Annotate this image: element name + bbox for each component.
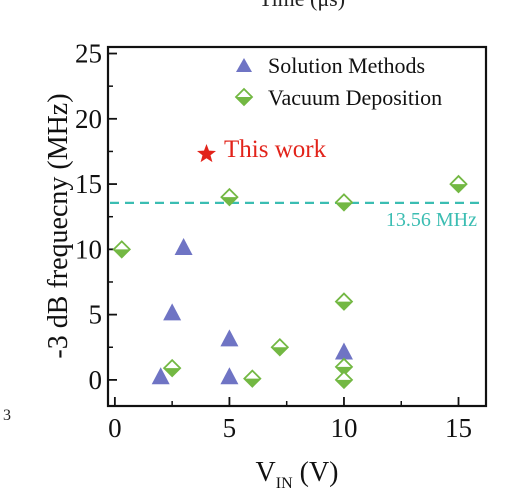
legend-label-vacuum-deposition: Vacuum Deposition (268, 85, 442, 110)
legend-label-solution-methods: Solution Methods (268, 53, 425, 78)
vacuum-deposition-point (220, 187, 239, 207)
diamond-fill (113, 249, 130, 258)
vacuum-deposition-point (243, 369, 262, 388)
x-axis-label: VIN (V) (256, 457, 339, 492)
diamond-fill (271, 347, 288, 356)
diamond-fill (335, 379, 352, 388)
x-axis-label-subscript: IN (276, 475, 293, 492)
plot-frame (106, 45, 488, 408)
legend-diamond-lower-icon (236, 97, 252, 105)
vacuum-deposition-point (334, 370, 354, 390)
legend-triangle-icon (236, 58, 252, 72)
reference-line-label: 13.56 MHz (386, 209, 477, 231)
y-axis-label: -3 dB frequecny (MHz) (43, 93, 74, 358)
vacuum-deposition-point (112, 240, 132, 259)
x-tick-label: 5 (223, 413, 237, 443)
diamond-fill (244, 378, 261, 387)
vacuum-deposition-point (270, 337, 290, 357)
this-work-label: This work (224, 136, 327, 163)
diamond-fill (335, 202, 352, 211)
legend: Solution Methods Vacuum Deposition (234, 53, 442, 110)
solution-methods-point (220, 367, 239, 385)
x-axis-label-unit: (V) (293, 457, 339, 488)
diamond-fill (450, 184, 467, 193)
y-tick-label: 10 (75, 234, 102, 264)
axis-ticks: 0 5 10 15 0 5 10 15 20 25 (75, 39, 472, 443)
y-tick-label: 15 (75, 169, 102, 199)
diamond-fill (335, 301, 352, 310)
diamond-fill (221, 197, 238, 206)
x-tick-label: 10 (330, 413, 357, 443)
diamond-fill (164, 368, 181, 377)
vacuum-deposition-point (334, 292, 354, 311)
solution-methods-point (220, 329, 239, 347)
vacuum-deposition-point (449, 174, 468, 194)
solution-methods-point (163, 303, 182, 321)
cropped-top-text: Time (μs) (259, 0, 345, 11)
solution-methods-point (174, 238, 193, 256)
solution-methods-point (151, 367, 170, 385)
cropped-left-text: 3 (3, 407, 11, 424)
data-points (112, 144, 468, 390)
vacuum-deposition-point (162, 358, 182, 378)
this-work-star (197, 144, 216, 163)
y-tick-label: 25 (75, 39, 102, 69)
x-tick-label: 0 (108, 413, 122, 443)
y-tick-label: 20 (75, 104, 102, 134)
solution-methods-point (334, 342, 353, 360)
x-axis-label-main: V (256, 457, 276, 488)
y-tick-label: 0 (89, 365, 103, 395)
x-tick-label: 15 (445, 413, 472, 443)
y-tick-label: 5 (89, 300, 103, 330)
vacuum-deposition-point (334, 193, 354, 212)
